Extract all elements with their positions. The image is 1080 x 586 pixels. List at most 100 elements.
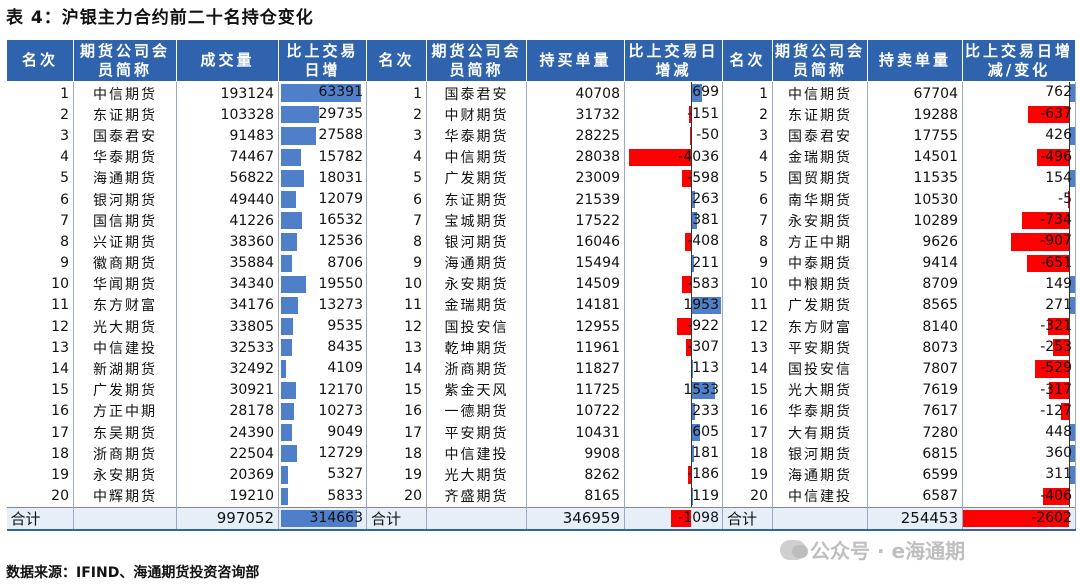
company-long: 乾坤期货: [426, 337, 527, 359]
table-row: 15 广发期货 30921 12170 15 紫金天风 11725 1533 15 光大期货 761…: [6, 379, 1076, 401]
long-change-value: 119: [692, 487, 719, 504]
table-row: 19 永安期货 20369 5327 19 光大期货 8262 -186 19 海通期货 6599 3…: [6, 464, 1076, 486]
short-change-bar: [1022, 212, 1069, 230]
company-volume: 东吴期货: [73, 422, 177, 444]
short-change-axis: [1069, 443, 1070, 465]
long-change-axis: [691, 485, 692, 507]
short-change-axis: [1069, 231, 1070, 253]
company-short: 广发期货: [772, 294, 868, 317]
short-change-axis: [1069, 337, 1070, 359]
rank-volume: 12: [6, 316, 74, 338]
short-change-cell: -406: [962, 485, 1076, 508]
short-change-bar: [1011, 233, 1069, 251]
total-volume-change-bar: [281, 509, 357, 527]
short-value: 19288: [867, 104, 963, 126]
long-change-bar: [691, 381, 715, 399]
volume-change-value: 15782: [318, 148, 363, 165]
volume-value: 74467: [176, 146, 279, 168]
rank-long: 19: [366, 464, 427, 486]
company-short: 东证期货: [772, 104, 868, 126]
volume-change-cell: 8706: [278, 252, 367, 274]
volume-change-cell: 5327: [278, 464, 367, 486]
short-change-value: -317: [1040, 381, 1072, 398]
table-row: 14 新湖期货 32492 4109 14 浙商期货 11827 113 14 国投安信 7807-…: [6, 358, 1076, 380]
company-short: 国贸期货: [772, 167, 868, 189]
company-long: 平安期货: [426, 422, 527, 444]
rank-short: 13: [722, 337, 773, 359]
rank-volume: 6: [6, 188, 74, 211]
company-volume: 中信建投: [73, 337, 177, 359]
table-row: 11 东方财富 34176 13273 11 金瑞期货 14181 1953 11 广发期货 856…: [6, 294, 1076, 317]
company-volume: 中辉期货: [73, 485, 177, 508]
rank-long: 1: [366, 81, 427, 105]
company-volume: 东证期货: [73, 104, 177, 126]
volume-change-bar: [281, 190, 297, 209]
short-change-axis: [1069, 422, 1070, 444]
volume-change-cell: 4109: [278, 358, 367, 380]
rank-long: 15: [366, 379, 427, 401]
volume-change-value: 9535: [327, 318, 363, 335]
short-change-bar: [1043, 487, 1069, 505]
long-change-cell: 233: [624, 400, 723, 422]
rank-short: 19: [722, 464, 773, 486]
long-value: 14181: [526, 294, 625, 317]
company-long: 浙商期货: [426, 358, 527, 380]
company-short: 中粮期货: [772, 273, 868, 295]
long-value: 14509: [526, 273, 625, 295]
volume-value: 41226: [176, 210, 279, 232]
volume-change-cell: 29735: [278, 104, 367, 126]
total-label-long: 合计: [366, 506, 427, 530]
company-long: 齐盛期货: [426, 485, 527, 508]
data-source: 数据来源：IFIND、海通期货投资咨询部: [6, 565, 260, 581]
long-change-bar: [682, 275, 691, 293]
short-change-value: -734: [1040, 212, 1072, 229]
short-change-value: 762: [1045, 84, 1072, 100]
long-change-value: 211: [692, 254, 719, 271]
short-change-bar: [1069, 424, 1075, 442]
volume-change-cell: 18031: [278, 167, 367, 189]
long-change-bar: [691, 424, 701, 442]
long-change-axis: [691, 379, 692, 401]
short-change-axis: [1069, 210, 1070, 232]
volume-value: 20369: [176, 464, 279, 486]
company-long: 国投安信: [426, 316, 527, 338]
volume-change-bar: [281, 148, 301, 166]
volume-change-cell: 63391: [278, 81, 367, 105]
company-short: 光大期货: [772, 379, 868, 401]
long-change-bar: [688, 106, 691, 124]
short-change-value: -907: [1040, 233, 1072, 250]
table-row: 4 华泰期货 74467 15782 4 中信期货 28038 -4036 4 金瑞期货 14501…: [6, 146, 1076, 168]
short-change-bar: [1069, 84, 1075, 103]
rank-short: 15: [722, 379, 773, 401]
short-value: 8140: [867, 316, 963, 338]
table-row: 7 国信期货 41226 16532 7 宝城期货 17522 381 7 永安期货 10289 -7…: [6, 210, 1076, 232]
company-long: 中财期货: [426, 104, 527, 126]
long-change-value: -151: [687, 106, 719, 123]
short-value: 17755: [867, 125, 963, 147]
short-change-cell: -5: [962, 188, 1076, 211]
volume-change-bar: [281, 169, 304, 187]
short-change-bar: [1069, 169, 1075, 187]
long-change-value: -408: [687, 233, 719, 250]
short-change-cell: 149: [962, 273, 1076, 295]
long-change-bar: [688, 466, 691, 484]
short-change-value: -253: [1040, 339, 1072, 356]
short-change-cell: 762: [962, 81, 1076, 105]
volume-value: 91483: [176, 125, 279, 147]
long-change-axis: [691, 231, 692, 253]
volume-value: 34340: [176, 273, 279, 295]
header-company-volume: 期货公司会员简称: [73, 39, 177, 82]
short-value: 7280: [867, 422, 963, 444]
rank-short: 16: [722, 400, 773, 422]
long-change-cell: -583: [624, 273, 723, 295]
company-volume: 浙商期货: [73, 443, 177, 465]
short-change-cell: 311: [962, 464, 1076, 486]
long-value: 8262: [526, 464, 625, 486]
short-change-axis: [1069, 104, 1070, 126]
volume-change-bar: [281, 466, 288, 484]
short-change-cell: 154: [962, 167, 1076, 189]
short-change-bar: [1037, 148, 1069, 166]
total-label-short: 合计: [722, 506, 773, 530]
rank-long: 9: [366, 252, 427, 274]
volume-change-value: 13273: [318, 296, 363, 313]
